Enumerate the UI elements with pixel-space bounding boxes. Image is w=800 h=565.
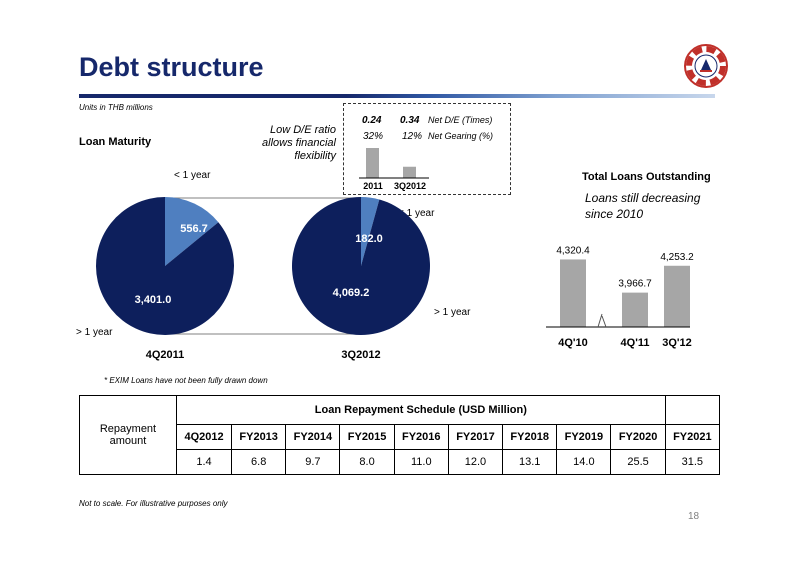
- bar: [622, 292, 648, 327]
- pie-data-label: 556.7: [180, 223, 208, 235]
- page-title: Debt structure: [79, 52, 264, 82]
- gearing-value: 32%: [363, 131, 384, 142]
- schedule-value-cell: 25.5: [610, 449, 666, 475]
- repayment-row-label-line: Repayment: [99, 423, 157, 435]
- schedule-value-cell: 14.0: [556, 449, 612, 475]
- axis-break-icon: [597, 313, 607, 328]
- de-ratio-box: [343, 103, 511, 195]
- schedule-header-cell: FY2016: [393, 424, 449, 450]
- pie-data-label: 3,401.0: [135, 294, 172, 306]
- total-loans-note: Loans still decreasing since 2010: [585, 190, 700, 222]
- schedule-value-cell: 12.0: [447, 449, 504, 475]
- title-underline: [79, 94, 715, 98]
- schedule-header-cell: FY2015: [339, 424, 395, 450]
- low-de-note-line: Low D/E ratio: [269, 124, 336, 136]
- schedule-header-cell: FY2013: [231, 424, 287, 450]
- company-logo: [684, 44, 728, 88]
- pie-slice: [96, 197, 235, 335]
- schedule-value-cell: 8.0: [339, 449, 395, 475]
- schedule-header-cell: FY2019: [556, 424, 612, 450]
- total-loans-heading: Total Loans Outstanding: [582, 171, 711, 183]
- bar-data-label: 4,320.4: [556, 245, 590, 256]
- units-note: Units in THB millions: [79, 103, 153, 112]
- page-number: 18: [688, 511, 700, 522]
- schedule-value-cell: 1.4: [175, 449, 233, 475]
- repayment-row-label: Repayment amount: [79, 395, 177, 475]
- lt1-year-label-left: < 1 year: [174, 170, 211, 181]
- schedule-title-blank: [664, 395, 721, 425]
- schedule-header-cell: FY2020: [610, 424, 666, 450]
- total-loans-note-line: Loans still decreasing: [585, 191, 701, 205]
- net-de-value: 0.34: [400, 115, 420, 126]
- pie-title: 3Q2012: [341, 349, 380, 361]
- net-de-value: 0.24: [362, 115, 382, 126]
- pie-data-label: 182.0: [355, 233, 383, 245]
- schedule-header-cell: FY2017: [447, 424, 504, 450]
- gearing-value: 12%: [402, 131, 423, 142]
- repayment-row-label-line: amount: [109, 435, 147, 447]
- schedule-value-cell: 13.1: [502, 449, 558, 475]
- category-label: 4Q'11: [621, 337, 650, 349]
- schedule-header-cell: FY2021: [664, 424, 721, 450]
- category-label: 4Q'10: [558, 337, 588, 349]
- low-de-note: Low D/E ratio allows financial flexibili…: [240, 124, 336, 163]
- category-label: 3Q'12: [662, 337, 692, 349]
- pie-slice: [361, 197, 380, 266]
- de-category-label: 2011: [363, 181, 383, 191]
- de-bar: [403, 166, 416, 178]
- exim-note: * EXIM Loans have not been fully drawn d…: [104, 376, 268, 385]
- low-de-note-line: flexibility: [294, 150, 336, 162]
- de-bar: [366, 148, 379, 178]
- lt1-year-label-right: < 1 year: [398, 208, 435, 219]
- repayment-schedule-table: Repayment amount Loan Repayment Schedule…: [79, 395, 721, 475]
- de-ratio-chart: 2011 3Q2012: [359, 148, 429, 191]
- gt1-year-label-right: > 1 year: [434, 307, 471, 318]
- schedule-header-cell: 4Q2012: [175, 424, 233, 450]
- pie-4q2011: 556.7 3,401.0: [96, 197, 235, 335]
- schedule-title: Loan Repayment Schedule (USD Million): [176, 395, 666, 425]
- schedule-value-cell: 9.7: [285, 449, 341, 475]
- gearing-label: Net Gearing (%): [428, 131, 494, 141]
- footnote: Not to scale. For illustrative purposes …: [79, 499, 228, 508]
- pie-title: 4Q2011: [146, 349, 185, 361]
- total-loans-chart: 4,320.4 4Q'10 3,966.7 4Q'11 4,253.2 3Q'12: [546, 245, 694, 349]
- total-loans-note-line: since 2010: [585, 207, 644, 221]
- schedule-value-cell: 11.0: [393, 449, 449, 475]
- pie-slice: [165, 197, 219, 266]
- schedule-header-cell: FY2018: [502, 424, 558, 450]
- loan-maturity-heading: Loan Maturity: [79, 136, 152, 148]
- pie-slice: [292, 197, 430, 335]
- gt1-year-label-left: > 1 year: [76, 327, 113, 338]
- low-de-note-line: allows financial: [262, 137, 336, 149]
- bar-data-label: 3,966.7: [618, 279, 652, 290]
- bar-data-label: 4,253.2: [660, 252, 694, 263]
- pie-3q2012: 182.0 4,069.2: [292, 197, 430, 335]
- schedule-value-cell: 31.5: [664, 449, 721, 475]
- schedule-header-cell: FY2014: [285, 424, 341, 450]
- net-de-label: Net D/E (Times): [428, 115, 493, 125]
- schedule-value-cell: 6.8: [231, 449, 287, 475]
- bar: [560, 259, 586, 327]
- bar: [664, 265, 690, 327]
- de-category-label: 3Q2012: [394, 181, 426, 191]
- pie-data-label: 4,069.2: [333, 287, 370, 299]
